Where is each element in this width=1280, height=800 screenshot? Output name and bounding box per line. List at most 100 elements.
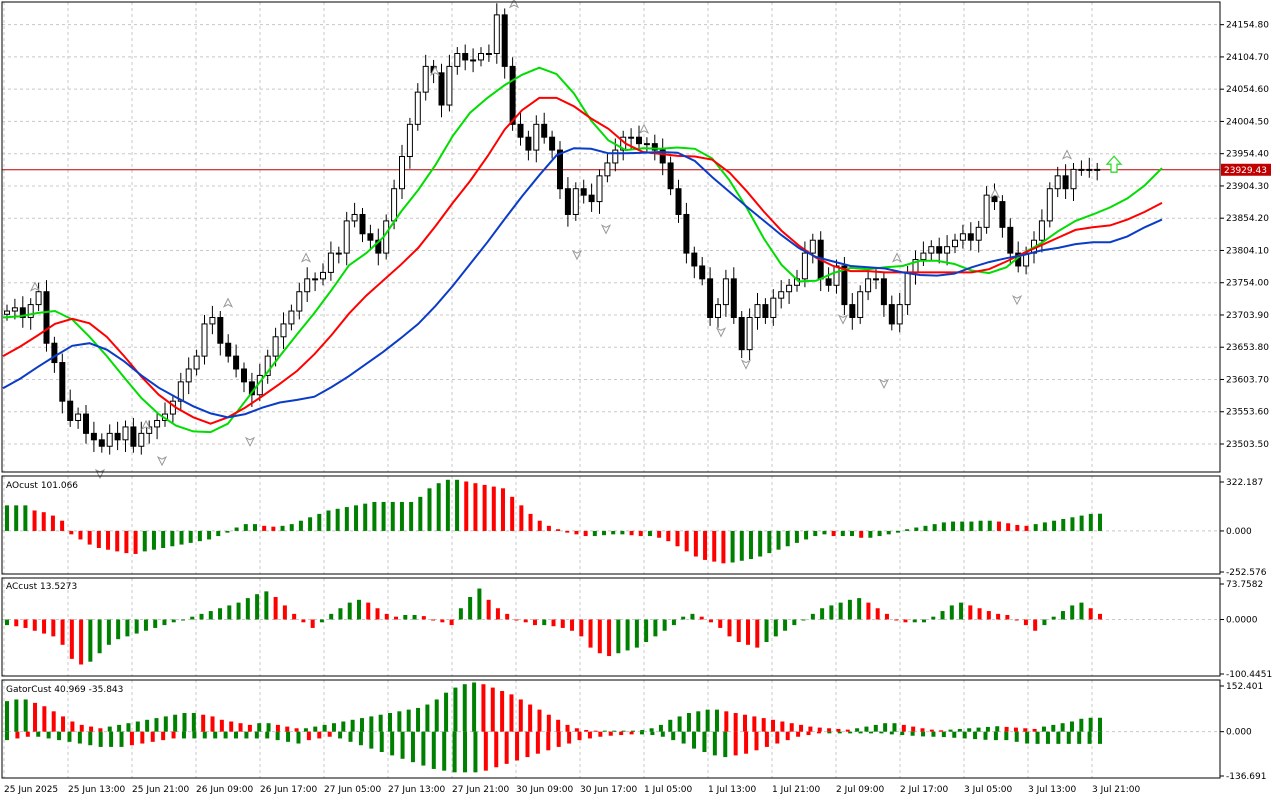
candle[interactable] xyxy=(304,267,311,303)
candle[interactable] xyxy=(967,222,974,251)
candle[interactable] xyxy=(201,314,208,365)
candle[interactable] xyxy=(106,424,113,455)
candle[interactable] xyxy=(651,134,658,161)
candle[interactable] xyxy=(343,211,350,266)
candle[interactable] xyxy=(19,296,26,328)
candle[interactable] xyxy=(462,44,469,71)
candle[interactable] xyxy=(241,362,247,393)
candle[interactable] xyxy=(1054,166,1061,198)
candle[interactable] xyxy=(399,144,405,200)
candle[interactable] xyxy=(675,179,682,223)
candle[interactable] xyxy=(335,246,342,264)
candle[interactable] xyxy=(809,233,816,264)
candle[interactable] xyxy=(636,125,642,151)
candle[interactable] xyxy=(154,411,161,440)
gator-indicator-pane[interactable] xyxy=(5,682,1102,773)
candle[interactable] xyxy=(367,224,374,251)
candle[interactable] xyxy=(1078,160,1085,176)
candle[interactable] xyxy=(564,177,571,227)
candle[interactable] xyxy=(841,256,848,315)
candle[interactable] xyxy=(320,263,326,286)
candle[interactable] xyxy=(446,54,453,112)
candle[interactable] xyxy=(896,293,903,333)
candle[interactable] xyxy=(683,202,690,264)
candle[interactable] xyxy=(920,241,927,266)
candle[interactable] xyxy=(209,305,216,335)
candle[interactable] xyxy=(1086,157,1093,178)
candle[interactable] xyxy=(722,269,729,317)
candle[interactable] xyxy=(351,202,358,228)
candle[interactable] xyxy=(557,141,563,200)
candle[interactable] xyxy=(67,389,74,427)
candle[interactable] xyxy=(288,304,295,331)
candle[interactable] xyxy=(1062,164,1069,200)
candle[interactable] xyxy=(406,117,413,169)
candle[interactable] xyxy=(193,349,200,376)
candle[interactable] xyxy=(857,285,864,324)
candle[interactable] xyxy=(233,344,240,378)
candle[interactable] xyxy=(541,112,548,144)
ao-indicator-pane[interactable] xyxy=(5,479,1102,564)
candle[interactable] xyxy=(90,421,97,453)
candle[interactable] xyxy=(422,54,429,101)
candle[interactable] xyxy=(501,8,508,79)
candle[interactable] xyxy=(754,293,761,330)
candle[interactable] xyxy=(936,237,943,264)
candle[interactable] xyxy=(517,112,524,146)
candle[interactable] xyxy=(280,312,287,350)
candle[interactable] xyxy=(786,278,793,304)
candle[interactable] xyxy=(414,83,421,131)
candle[interactable] xyxy=(691,246,698,279)
candle[interactable] xyxy=(873,267,879,290)
candle[interactable] xyxy=(122,420,129,453)
candle[interactable] xyxy=(130,417,137,453)
candle[interactable] xyxy=(880,272,887,317)
candle[interactable] xyxy=(478,47,484,67)
candle[interactable] xyxy=(825,267,832,292)
candle[interactable] xyxy=(928,240,935,262)
candle[interactable] xyxy=(177,372,184,412)
candle[interactable] xyxy=(493,3,500,64)
candle[interactable] xyxy=(327,241,334,281)
candle[interactable] xyxy=(114,421,121,451)
candle[interactable] xyxy=(738,311,745,359)
candle[interactable] xyxy=(699,256,706,286)
candle[interactable] xyxy=(596,169,603,214)
candle[interactable] xyxy=(51,336,58,373)
candle[interactable] xyxy=(470,48,477,73)
candle[interactable] xyxy=(312,272,319,292)
candle[interactable] xyxy=(952,233,958,254)
candle[interactable] xyxy=(549,130,556,159)
candle[interactable] xyxy=(730,267,737,324)
candle[interactable] xyxy=(580,179,587,204)
candle[interactable] xyxy=(620,130,627,161)
candle[interactable] xyxy=(643,137,650,153)
candle[interactable] xyxy=(912,250,919,285)
candle[interactable] xyxy=(533,115,540,163)
candle[interactable] xyxy=(217,311,224,356)
candle[interactable] xyxy=(35,282,42,312)
candle[interactable] xyxy=(983,186,990,234)
candle[interactable] xyxy=(359,208,366,243)
candle[interactable] xyxy=(778,280,785,309)
candle[interactable] xyxy=(1070,162,1077,201)
candle[interactable] xyxy=(264,349,271,384)
candle[interactable] xyxy=(999,195,1006,238)
candle[interactable] xyxy=(485,44,492,62)
candle[interactable] xyxy=(888,295,895,331)
candle[interactable] xyxy=(959,224,966,249)
candle[interactable] xyxy=(1094,162,1101,181)
candle[interactable] xyxy=(762,298,769,324)
candle[interactable] xyxy=(667,156,674,196)
candle[interactable] xyxy=(770,289,777,326)
candle[interactable] xyxy=(225,334,232,363)
candle[interactable] xyxy=(588,183,595,212)
candle[interactable] xyxy=(454,47,461,75)
candle[interactable] xyxy=(746,308,753,360)
candle[interactable] xyxy=(659,138,666,176)
main-price-pane[interactable] xyxy=(2,0,1220,480)
candle[interactable] xyxy=(185,357,192,395)
candle[interactable] xyxy=(83,405,89,444)
candle[interactable] xyxy=(715,298,721,328)
